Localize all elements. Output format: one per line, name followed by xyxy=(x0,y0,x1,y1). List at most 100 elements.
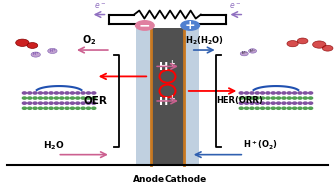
Circle shape xyxy=(287,107,291,109)
Circle shape xyxy=(65,107,69,109)
Circle shape xyxy=(39,107,43,109)
Circle shape xyxy=(298,102,302,104)
Bar xyxy=(136,28,151,165)
Circle shape xyxy=(303,102,307,104)
Circle shape xyxy=(261,107,265,109)
Circle shape xyxy=(76,102,80,104)
Circle shape xyxy=(303,97,307,99)
Circle shape xyxy=(65,92,69,94)
Circle shape xyxy=(298,92,302,94)
Text: $\bf{H^+}$: $\bf{H^+}$ xyxy=(158,59,177,74)
Circle shape xyxy=(271,97,275,99)
Circle shape xyxy=(261,92,265,94)
Circle shape xyxy=(266,107,270,109)
Circle shape xyxy=(49,102,53,104)
Circle shape xyxy=(22,102,26,104)
Text: $e^-$: $e^-$ xyxy=(229,2,241,11)
Circle shape xyxy=(266,102,270,104)
Circle shape xyxy=(31,52,41,57)
Circle shape xyxy=(239,102,243,104)
Text: OER: OER xyxy=(84,96,108,106)
Text: $\mathbf{H_2(H_2O)}$: $\mathbf{H_2(H_2O)}$ xyxy=(185,35,224,47)
Circle shape xyxy=(33,92,37,94)
Text: Cathode: Cathode xyxy=(165,175,207,184)
Circle shape xyxy=(48,48,57,53)
Circle shape xyxy=(180,20,200,31)
Text: −: − xyxy=(139,19,151,33)
Circle shape xyxy=(86,92,90,94)
Circle shape xyxy=(309,102,313,104)
Text: $H^+$: $H^+$ xyxy=(241,50,248,57)
Text: $\mathbf{H^+(O_2)}$: $\mathbf{H^+(O_2)}$ xyxy=(244,139,278,152)
Circle shape xyxy=(92,97,96,99)
Circle shape xyxy=(49,107,53,109)
Circle shape xyxy=(44,92,48,94)
Circle shape xyxy=(292,92,296,94)
Circle shape xyxy=(292,102,296,104)
Circle shape xyxy=(81,102,85,104)
Circle shape xyxy=(44,107,48,109)
Circle shape xyxy=(54,107,58,109)
Circle shape xyxy=(298,97,302,99)
Bar xyxy=(151,28,184,165)
Circle shape xyxy=(271,92,275,94)
Circle shape xyxy=(86,102,90,104)
Circle shape xyxy=(27,43,38,48)
Circle shape xyxy=(245,102,249,104)
Circle shape xyxy=(22,97,26,99)
Circle shape xyxy=(297,38,308,44)
Circle shape xyxy=(81,92,85,94)
Circle shape xyxy=(292,107,296,109)
Circle shape xyxy=(28,107,32,109)
Circle shape xyxy=(65,97,69,99)
Circle shape xyxy=(303,107,307,109)
Circle shape xyxy=(70,92,74,94)
Circle shape xyxy=(309,92,313,94)
Circle shape xyxy=(76,97,80,99)
Text: Anode: Anode xyxy=(133,175,165,184)
Circle shape xyxy=(250,102,254,104)
Circle shape xyxy=(313,41,326,48)
Circle shape xyxy=(76,107,80,109)
Circle shape xyxy=(245,92,249,94)
Text: $\bf{H^+}$: $\bf{H^+}$ xyxy=(158,93,177,109)
Circle shape xyxy=(70,97,74,99)
Bar xyxy=(184,28,199,165)
Circle shape xyxy=(86,97,90,99)
Circle shape xyxy=(277,107,281,109)
Circle shape xyxy=(271,107,275,109)
Circle shape xyxy=(282,102,286,104)
Circle shape xyxy=(292,97,296,99)
Circle shape xyxy=(245,107,249,109)
Circle shape xyxy=(309,97,313,99)
Circle shape xyxy=(255,107,259,109)
Circle shape xyxy=(70,107,74,109)
Circle shape xyxy=(54,92,58,94)
Circle shape xyxy=(250,97,254,99)
Circle shape xyxy=(92,107,96,109)
Circle shape xyxy=(255,102,259,104)
Circle shape xyxy=(92,92,96,94)
Circle shape xyxy=(22,107,26,109)
Circle shape xyxy=(249,49,257,53)
Circle shape xyxy=(271,102,275,104)
Text: $H^+$: $H^+$ xyxy=(249,47,256,55)
Circle shape xyxy=(60,92,64,94)
Circle shape xyxy=(266,97,270,99)
Circle shape xyxy=(39,97,43,99)
Text: $\mathbf{O_2}$: $\mathbf{O_2}$ xyxy=(82,33,96,47)
Circle shape xyxy=(282,97,286,99)
Circle shape xyxy=(255,92,259,94)
Circle shape xyxy=(28,102,32,104)
Circle shape xyxy=(33,97,37,99)
Circle shape xyxy=(239,92,243,94)
Circle shape xyxy=(287,41,298,47)
Circle shape xyxy=(54,97,58,99)
Circle shape xyxy=(298,107,302,109)
Circle shape xyxy=(250,107,254,109)
Circle shape xyxy=(239,97,243,99)
Circle shape xyxy=(33,107,37,109)
Circle shape xyxy=(86,107,90,109)
Circle shape xyxy=(28,97,32,99)
Circle shape xyxy=(135,20,155,31)
